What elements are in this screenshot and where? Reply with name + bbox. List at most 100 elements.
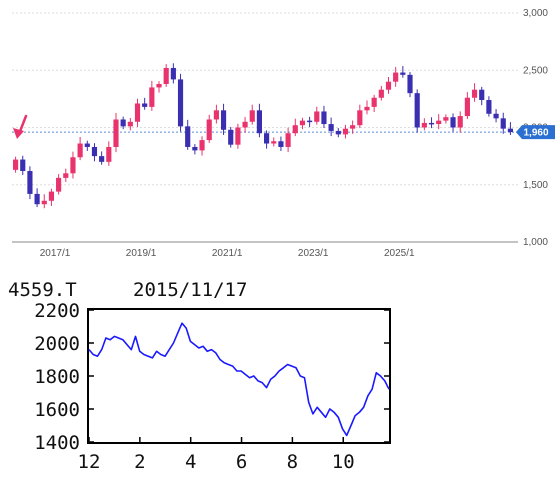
candle-body bbox=[264, 133, 270, 144]
candle-body bbox=[199, 140, 205, 151]
candle-body bbox=[149, 87, 155, 107]
chart2-x-tick-label: 2 bbox=[134, 451, 145, 473]
candle-body bbox=[213, 110, 219, 120]
candle-body bbox=[393, 72, 399, 82]
chart1-x-tick-label: 2023/1 bbox=[298, 248, 329, 259]
candle-body bbox=[314, 111, 320, 122]
candle-body bbox=[142, 103, 148, 107]
candle-body bbox=[113, 119, 119, 147]
chart2-y-tick-label: 2000 bbox=[34, 333, 80, 355]
current-value-badge: 1,960 bbox=[516, 125, 555, 140]
candle-body bbox=[256, 110, 262, 134]
candle-body bbox=[20, 159, 26, 172]
candle-body bbox=[350, 125, 356, 129]
chart1-x-tick-label: 2025/1 bbox=[384, 248, 415, 259]
candle-body bbox=[450, 117, 456, 128]
chart2-x-tick-label: 10 bbox=[332, 451, 355, 473]
candle-body bbox=[192, 146, 198, 151]
chart2-x-tick-label: 4 bbox=[185, 451, 196, 473]
chart1-x-tick-label: 2019/1 bbox=[126, 248, 157, 259]
candle-body bbox=[242, 121, 248, 128]
candle-body bbox=[443, 117, 449, 121]
candle-body bbox=[307, 120, 313, 123]
candle-body bbox=[378, 89, 384, 98]
candle-body bbox=[421, 122, 427, 128]
chart2-y-tick-labels: 2200 2000 1800 1600 1400 bbox=[34, 300, 80, 454]
chart2-x-tick-label: 12 bbox=[78, 451, 101, 473]
candle-body bbox=[127, 121, 133, 127]
candle-body bbox=[63, 173, 69, 178]
candle-body bbox=[177, 79, 184, 127]
candle-body bbox=[479, 89, 485, 101]
chart1-x-tick-labels: 2017/1 2019/1 2021/1 2023/1 2025/1 bbox=[40, 248, 415, 259]
candle-body bbox=[292, 125, 298, 134]
chart1-gridlines bbox=[12, 12, 518, 186]
candle-body bbox=[464, 97, 470, 117]
candle-body bbox=[99, 156, 105, 162]
candle-body bbox=[428, 122, 435, 125]
current-value-badge-bg bbox=[516, 125, 555, 140]
candle-body bbox=[486, 100, 492, 114]
chart2-tick-marks bbox=[88, 309, 390, 443]
candle-body bbox=[457, 116, 463, 128]
candle-body bbox=[414, 93, 420, 128]
chart1-y-tick-label: 2,500 bbox=[523, 65, 548, 76]
candle-body bbox=[70, 157, 76, 174]
candle-body bbox=[170, 67, 176, 80]
candle-body bbox=[400, 72, 406, 75]
candle-body bbox=[91, 146, 98, 157]
candle-body bbox=[134, 103, 141, 122]
candle-body bbox=[220, 110, 227, 130]
chart2-y-tick-label: 2200 bbox=[34, 300, 80, 322]
candle-body bbox=[493, 113, 499, 119]
chart2-y-tick-label: 1800 bbox=[34, 366, 80, 388]
candle-body bbox=[321, 111, 327, 125]
candle-body bbox=[335, 130, 341, 135]
chart2-date: 2015/11/17 bbox=[133, 279, 247, 301]
candle-body bbox=[357, 110, 363, 126]
candle-body bbox=[271, 141, 277, 144]
candle-body bbox=[235, 127, 241, 145]
candle-body bbox=[249, 110, 255, 122]
candle-body bbox=[156, 83, 162, 88]
chart2-plot-frame bbox=[87, 308, 391, 444]
candle-body bbox=[228, 129, 234, 145]
candle-body bbox=[27, 171, 33, 194]
chart2-x-tick-label: 6 bbox=[236, 451, 247, 473]
candle-body bbox=[507, 128, 513, 133]
arrow-head bbox=[13, 128, 24, 139]
candle-body bbox=[206, 119, 212, 141]
candle-body bbox=[385, 81, 392, 90]
candle-body bbox=[185, 126, 191, 147]
candle-body bbox=[48, 191, 55, 201]
candle-body bbox=[436, 120, 442, 125]
candle-body bbox=[328, 124, 334, 131]
candle-body bbox=[364, 106, 370, 111]
candle-body bbox=[13, 159, 19, 170]
candle-body bbox=[34, 193, 40, 205]
chart1-x-tick-label: 2021/1 bbox=[212, 248, 243, 259]
candle-body bbox=[41, 200, 47, 205]
chart1-x-tick-label: 2017/1 bbox=[40, 248, 71, 259]
candle-body bbox=[285, 133, 291, 147]
line-chart: 4559.T 2015/11/17 2200 2000 1800 1600 1400 1… bbox=[8, 279, 391, 473]
chart1-y-tick-label: 1,500 bbox=[523, 180, 548, 191]
chart1-candles bbox=[13, 63, 513, 209]
candle-body bbox=[342, 128, 349, 135]
arrow-icon bbox=[13, 114, 28, 139]
candle-body bbox=[106, 146, 112, 162]
chart1-y-tick-label: 1,000 bbox=[523, 237, 548, 248]
candle-body bbox=[299, 120, 306, 126]
chart2-x-tick-label: 8 bbox=[287, 451, 298, 473]
candle-body bbox=[77, 143, 83, 158]
chart2-y-tick-label: 1600 bbox=[34, 399, 80, 421]
candle-body bbox=[371, 97, 377, 107]
candle-body bbox=[278, 141, 284, 147]
candle-body bbox=[500, 118, 506, 129]
candle-body bbox=[471, 89, 478, 98]
current-value-label: 1,960 bbox=[523, 128, 548, 139]
candle-body bbox=[163, 67, 169, 84]
candle-body bbox=[120, 119, 126, 127]
chart2-ticker: 4559.T bbox=[8, 279, 77, 301]
